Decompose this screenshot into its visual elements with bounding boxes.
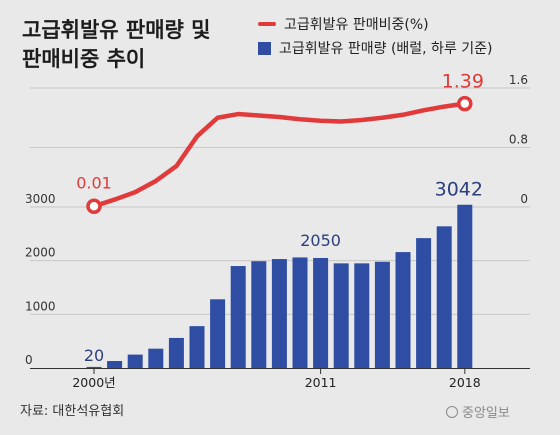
logo-icon (446, 405, 458, 418)
y-right-tick-label: 0.8 (509, 133, 528, 147)
bar-2014 (374, 261, 390, 368)
x-tick-label: 2000년 (72, 375, 115, 390)
bar-2002 (127, 354, 143, 368)
bar-2009 (271, 259, 287, 368)
legend-item-line: 고급휘발유 판매비중(%) (258, 12, 493, 36)
x-tick-label: 2018 (449, 375, 481, 390)
line-label-2018: 1.39 (442, 71, 484, 93)
bar-2012 (333, 263, 349, 368)
bar-2008 (251, 261, 267, 368)
bar-2016 (416, 238, 432, 368)
bar-2004 (168, 337, 184, 368)
y-right-tick-label: 1.6 (509, 73, 528, 87)
bar-2017 (436, 226, 452, 368)
logo-text: 중앙일보 (462, 406, 510, 421)
bar-2018 (457, 204, 473, 368)
source-note: 자료: 대한석유협회 (20, 404, 125, 419)
legend-bar-label: 고급휘발유 판매량 (배럴, 하루 기준) (279, 41, 493, 57)
legend-item-bar: 고급휘발유 판매량 (배럴, 하루 기준) (258, 36, 493, 60)
bar-2007 (230, 266, 246, 368)
y-left-tick-label: 2000 (25, 246, 56, 260)
share-line (91, 101, 468, 209)
line-marker-2018 (457, 95, 473, 112)
legend: 고급휘발유 판매비중(%) 고급휘발유 판매량 (배럴, 하루 기준) (258, 12, 493, 60)
bar-swatch (258, 41, 271, 55)
bar-label-2000: 20 (84, 346, 104, 365)
bar-2000 (86, 366, 102, 368)
y-right-tick-label: 0 (520, 192, 528, 206)
bar-2013 (354, 263, 370, 368)
bar-2010 (292, 257, 308, 368)
title-line-2: 판매비중 추이 (22, 47, 146, 71)
bar-2001 (107, 361, 123, 368)
bar-2003 (148, 348, 164, 368)
bar-2015 (395, 252, 411, 368)
bar-label-2018: 3042 (435, 179, 483, 201)
line-label-2000: 0.01 (76, 173, 112, 192)
line-marker-2000 (86, 198, 102, 215)
line-swatch (258, 22, 276, 26)
y-left-tick-label: 3000 (25, 192, 56, 206)
bar-2011 (313, 257, 329, 368)
y-left-tick-label: 0 (25, 353, 33, 367)
bar-label-2011: 2050 (300, 231, 341, 250)
legend-line-label: 고급휘발유 판매비중(%) (284, 17, 429, 33)
title-line-1: 고급휘발유 판매량 및 (22, 18, 211, 42)
y-left-tick-label: 1000 (25, 299, 56, 313)
bar-2005 (189, 326, 205, 368)
bar-2006 (210, 299, 226, 368)
x-tick-label: 2011 (305, 375, 337, 390)
publisher-logo: 중앙일보 (446, 402, 510, 421)
chart-title: 고급휘발유 판매량 및 판매비중 추이 (22, 16, 232, 74)
